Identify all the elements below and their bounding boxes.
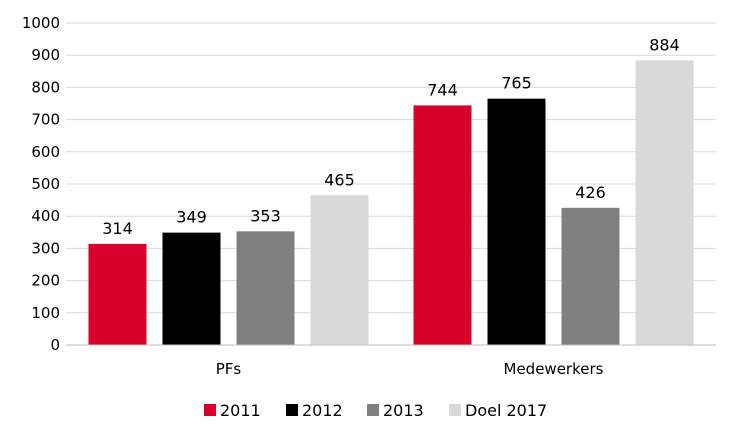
x-axis: PFs Medewerkers xyxy=(66,344,716,378)
y-tick-label: 700 xyxy=(31,111,60,129)
bar-medewerkers-2011 xyxy=(413,105,472,345)
data-label: 765 xyxy=(501,74,532,93)
legend-label: 2013 xyxy=(383,401,424,420)
data-label: 884 xyxy=(649,35,680,54)
y-tick-label: 300 xyxy=(31,239,60,257)
y-tick-label: 600 xyxy=(31,143,60,161)
bar-medewerkers-2012 xyxy=(487,98,546,345)
y-tick-label: 1000 xyxy=(22,14,60,32)
x-category-label: PFs xyxy=(216,360,242,378)
legend-label: 2011 xyxy=(220,401,261,420)
y-tick-label: 400 xyxy=(31,207,60,225)
bar-pfs-2013 xyxy=(236,231,295,345)
bar-pfs-2012 xyxy=(162,232,221,345)
legend-swatch xyxy=(286,404,298,416)
y-tick-label: 200 xyxy=(31,272,60,290)
legend-swatch xyxy=(367,404,379,416)
data-label: 426 xyxy=(575,183,606,202)
legend-label: 2012 xyxy=(302,401,343,420)
data-label: 465 xyxy=(324,170,355,189)
y-axis: 0 100 200 300 400 500 600 700 800 900 1000 xyxy=(22,14,60,354)
data-label: 349 xyxy=(176,208,207,227)
legend-swatch xyxy=(449,404,461,416)
data-label: 744 xyxy=(427,80,458,99)
bars xyxy=(88,60,694,346)
legend-swatch xyxy=(204,404,216,416)
data-labels: 314 349 353 465 744 765 426 884 xyxy=(102,35,680,238)
y-tick-label: 0 xyxy=(50,336,60,354)
legend: 2011 2012 2013 Doel 2017 xyxy=(204,401,547,420)
bar-medewerkers-doel-2017 xyxy=(635,60,694,346)
y-tick-label: 100 xyxy=(31,304,60,322)
x-category-label: Medewerkers xyxy=(504,360,604,378)
y-tick-label: 800 xyxy=(31,78,60,96)
bar-medewerkers-2013 xyxy=(561,207,620,345)
bar-pfs-doel-2017 xyxy=(310,195,369,345)
legend-label: Doel 2017 xyxy=(465,401,547,420)
y-tick-label: 900 xyxy=(31,46,60,64)
y-tick-label: 500 xyxy=(31,175,60,193)
data-label: 353 xyxy=(250,206,281,225)
bar-pfs-2011 xyxy=(88,243,147,345)
data-label: 314 xyxy=(102,219,133,238)
